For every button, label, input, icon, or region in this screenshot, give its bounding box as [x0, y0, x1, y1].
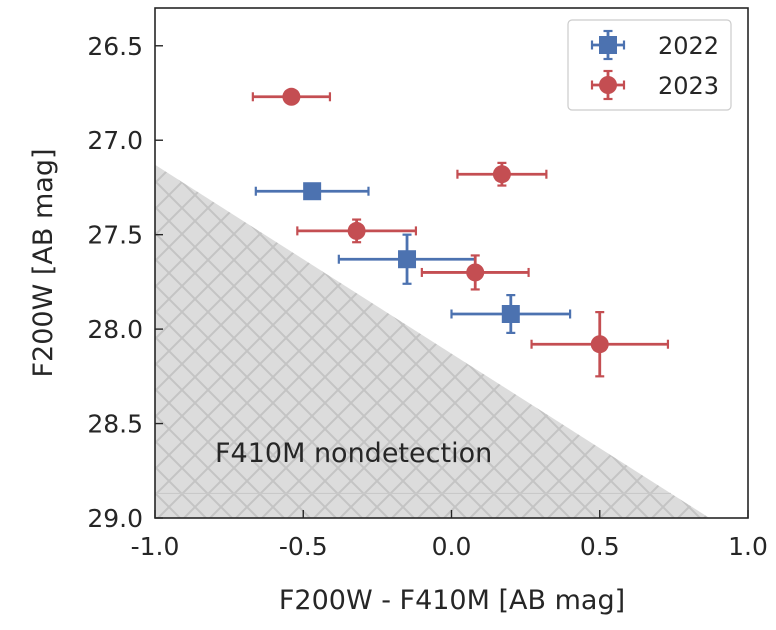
series-2023 — [251, 87, 670, 378]
x-axis-label: F200W - F410M [AB mag] — [279, 585, 625, 616]
y-tick-label: 28.5 — [87, 410, 143, 439]
x-tick-label: -1.0 — [131, 532, 180, 561]
y-tick-label: 26.5 — [87, 32, 143, 61]
data-point-marker — [303, 182, 322, 201]
x-tick-label: 0.0 — [432, 532, 472, 561]
y-tick-label: 27.5 — [87, 221, 143, 250]
data-point-marker — [492, 165, 511, 184]
nondetection-annotation: F410M nondetection — [215, 438, 492, 469]
legend-label: 2023 — [658, 72, 719, 100]
data-point-marker — [398, 250, 417, 269]
ticks-layer: -1.0 -0.5 0.0 0.5 1.0 26.5 27.0 27.5 28.0 28.5 29.… — [87, 32, 768, 561]
series-2022 — [254, 182, 572, 334]
legend-label: 2022 — [658, 32, 719, 60]
data-point-marker — [466, 263, 485, 282]
x-tick-label: 0.5 — [580, 532, 620, 561]
legend: 2022 2023 — [567, 19, 732, 111]
data-point-marker — [501, 305, 520, 323]
y-tick-label: 28.0 — [87, 315, 143, 344]
y-tick-label: 27.0 — [87, 126, 143, 155]
legend-marker-marker — [599, 76, 617, 94]
data-point-marker — [282, 87, 301, 106]
nondetection-region — [155, 164, 710, 518]
legend-marker-marker — [599, 36, 617, 54]
x-tick-label: 1.0 — [728, 532, 768, 561]
y-tick-label: 29.0 — [87, 504, 143, 533]
legend-item-2023: 2023 — [590, 69, 719, 101]
data-point-marker — [590, 335, 609, 354]
legend-item-2022: 2022 — [590, 29, 719, 61]
x-tick-label: -0.5 — [279, 532, 328, 561]
y-axis-label: F200W [AB mag] — [28, 149, 59, 378]
plot-area — [155, 164, 710, 518]
series-layer — [251, 87, 670, 378]
data-point-marker — [347, 221, 366, 240]
